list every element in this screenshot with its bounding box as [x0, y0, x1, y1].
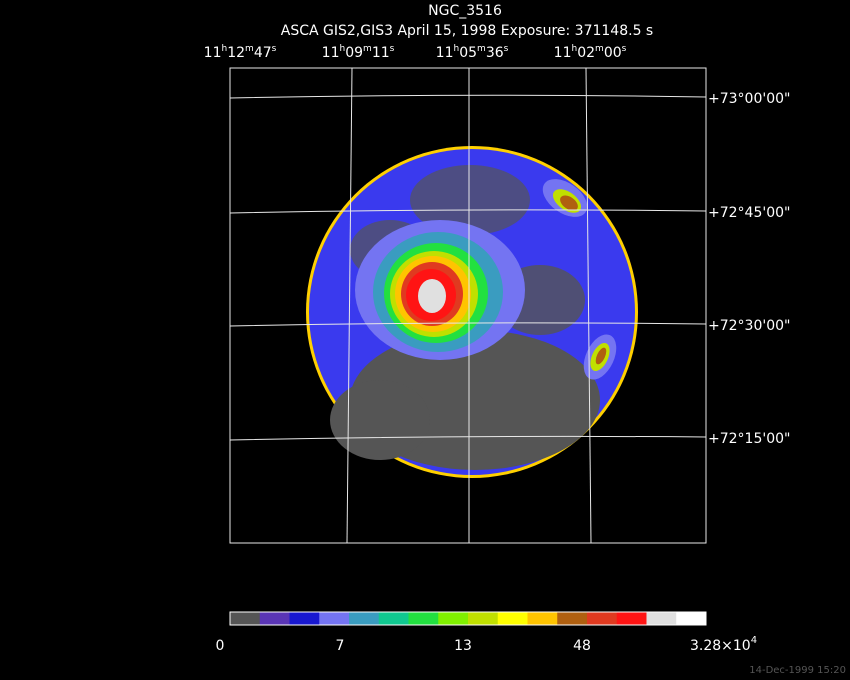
- colorbar-swatch: [646, 612, 677, 625]
- label-part: h: [339, 44, 345, 54]
- label-part: s: [272, 44, 277, 54]
- colorbar-swatch: [289, 612, 320, 625]
- label-part: 12: [227, 45, 245, 61]
- colorbar-swatch: [438, 612, 469, 625]
- label-part: h: [221, 44, 227, 54]
- label-part: 11: [372, 45, 390, 61]
- label-part: 09: [345, 45, 363, 61]
- colorbar-swatch: [319, 612, 350, 625]
- dec-label: +73°00'00": [708, 91, 790, 107]
- colorbar-label: 48: [573, 638, 591, 654]
- colorbar-swatch: [616, 612, 647, 625]
- ra-label: 11h02m00s: [554, 44, 627, 61]
- colorbar-swatch: [676, 612, 707, 625]
- label-part: m: [363, 44, 372, 54]
- dec-line: [229, 209, 707, 214]
- colorbar-label: 0: [216, 638, 225, 654]
- plot-frame: [229, 67, 707, 544]
- colorbar-max-label: 3.28×104: [690, 635, 757, 654]
- max-exp: 4: [751, 635, 757, 646]
- colorbar-swatch: [408, 612, 439, 625]
- ra-line: [585, 67, 592, 544]
- colorbar-label: 13: [454, 638, 472, 654]
- colorbar-swatch: [378, 612, 409, 625]
- ra-label: 11h09m11s: [322, 44, 395, 61]
- ra-line: [346, 67, 353, 544]
- dec-label: +72°30'00": [708, 318, 790, 334]
- subtitle: ASCA GIS2,GIS3 April 15, 1998 Exposure: …: [281, 23, 653, 39]
- low-region: [410, 165, 530, 235]
- dec-labels: +73°00'00" +72°45'00" +72°30'00" +72°15'…: [708, 91, 790, 447]
- max-base: 3.28×10: [690, 638, 751, 654]
- source-3: [595, 347, 607, 365]
- colorbar-swatch: [259, 612, 290, 625]
- colorbar-swatch: [497, 612, 528, 625]
- colorbar-swatch: [557, 612, 588, 625]
- dec-label: +72°15'00": [708, 431, 790, 447]
- timestamp: 14-Dec-1999 15:20: [749, 665, 846, 676]
- label-part: 11: [554, 45, 572, 61]
- colorbar-frame: [229, 611, 707, 626]
- source-peak: [418, 279, 446, 313]
- label-part: h: [571, 44, 577, 54]
- ra-label: 11h05m36s: [436, 44, 509, 61]
- colorbar-label: 7: [336, 638, 345, 654]
- colorbar-swatch: [349, 612, 380, 625]
- label-part: 05: [459, 45, 477, 61]
- ra-labels: 11h12m47s 11h09m11s 11h05m36s 11h02m00s: [204, 44, 627, 61]
- low-region: [330, 380, 430, 460]
- colorbar: [230, 612, 707, 625]
- source-2: [560, 195, 578, 211]
- ra-label: 11h12m47s: [204, 44, 277, 61]
- label-part: 11: [204, 45, 222, 61]
- label-part: h: [453, 44, 459, 54]
- colorbar-swatch: [230, 612, 261, 625]
- label-part: m: [477, 44, 486, 54]
- label-part: 11: [436, 45, 454, 61]
- xray-image: [306, 146, 638, 478]
- label-part: m: [245, 44, 254, 54]
- dec-line: [229, 94, 707, 99]
- dec-line: [229, 435, 707, 441]
- colorbar-swatch: [468, 612, 499, 625]
- dec-label: +72°45'00": [708, 205, 790, 221]
- label-part: 47: [254, 45, 272, 61]
- label-part: 36: [486, 45, 504, 61]
- label-part: s: [390, 44, 395, 54]
- label-part: 00: [604, 45, 622, 61]
- colorbar-swatch: [527, 612, 558, 625]
- label-part: m: [595, 44, 604, 54]
- label-part: 02: [577, 45, 595, 61]
- colorbar-swatch: [587, 612, 618, 625]
- title: NGC_3516: [428, 3, 502, 19]
- label-part: s: [622, 44, 627, 54]
- label-part: s: [504, 44, 509, 54]
- label-part: 11: [322, 45, 340, 61]
- dec-line: [229, 322, 707, 327]
- coordinate-grid: [229, 67, 707, 544]
